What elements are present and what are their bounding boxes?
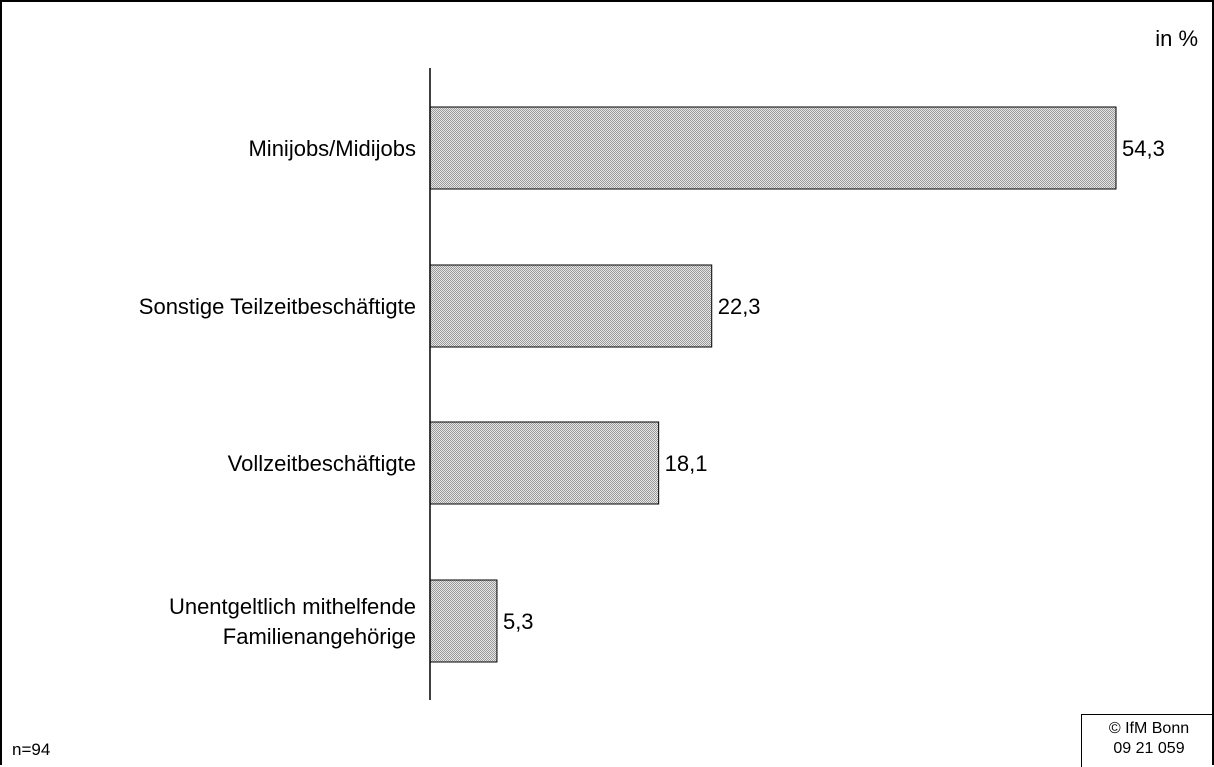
value-label-3: 5,3 <box>503 609 534 634</box>
sample-size-note: n=94 <box>12 740 51 759</box>
bar-0 <box>429 106 1117 190</box>
bar-3 <box>429 579 498 663</box>
value-label-0: 54,3 <box>1122 136 1165 161</box>
unit-label: in % <box>1155 26 1198 51</box>
bar-2 <box>429 421 660 505</box>
value-label-2: 18,1 <box>665 451 708 476</box>
copyright-box: © IfM Bonn 09 21 059 <box>1081 714 1214 767</box>
bar-1 <box>429 264 713 348</box>
category-label-0: Minijobs/Midijobs <box>248 136 416 161</box>
category-label-3-line-1: Familienangehörige <box>223 624 416 649</box>
copyright-text: © IfM Bonn <box>1108 720 1190 737</box>
chart-code: 09 21 059 <box>1113 740 1185 757</box>
category-label-1: Sonstige Teilzeitbeschäftigte <box>139 294 416 319</box>
category-label-3-line-0: Unentgeltlich mithelfende <box>169 594 416 619</box>
bars-layer: 54,3 Minijobs/Midijobs 22,3 Sonstige Teilze… <box>139 106 1165 663</box>
category-label-2: Vollzeitbeschäftigte <box>228 451 416 476</box>
value-label-1: 22,3 <box>718 294 761 319</box>
